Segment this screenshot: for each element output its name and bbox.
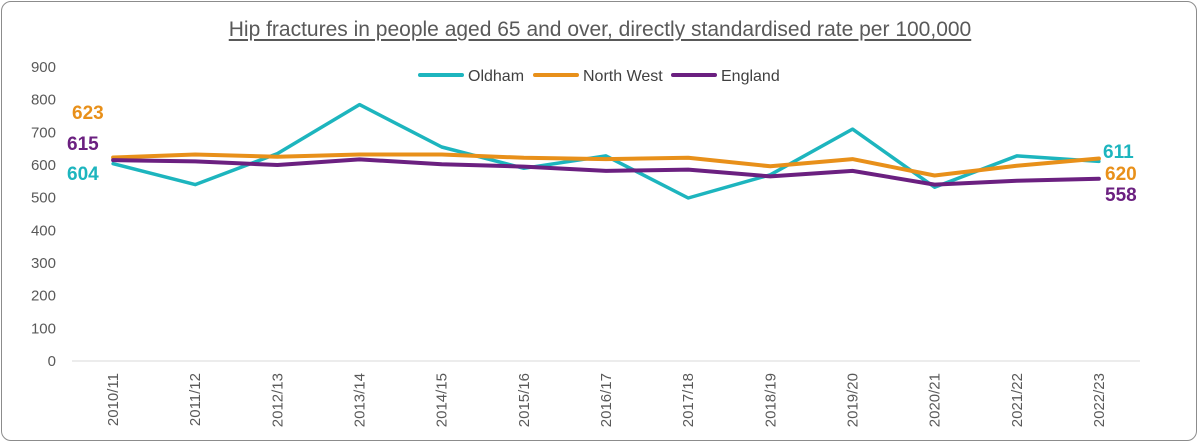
legend-label-england: England [721,68,780,85]
legend-label-north-west: North West [583,68,663,85]
x-tick-label: 2022/23 [1091,373,1108,427]
x-tick-label: 2013/14 [352,373,369,427]
x-tick-label: 2020/21 [927,373,944,427]
series-end-labels: 604 611 623 620 615 558 [67,103,1137,206]
x-tick-label: 2010/11 [105,373,122,426]
y-tick-label: 600 [31,157,56,174]
end-label-north-west: 620 [1105,164,1137,185]
y-tick-label: 0 [48,353,56,370]
series-lines [111,102,1101,200]
x-tick-label: 2015/16 [516,373,533,427]
y-axis: 0 100 200 300 400 500 600 700 800 900 [31,59,56,370]
chart-title: Hip fractures in people aged 65 and over… [228,18,972,41]
y-tick-label: 700 [31,124,56,141]
x-tick-label: 2019/20 [844,373,861,427]
x-tick-label: 2017/18 [680,373,697,427]
x-tick-label: 2016/17 [598,373,615,427]
legend: Oldham North West England [418,68,780,85]
x-tick-label: 2014/15 [434,373,451,427]
x-tick-label: 2021/22 [1009,373,1026,427]
y-tick-label: 900 [31,59,56,76]
y-tick-label: 100 [31,320,56,337]
y-tick-label: 800 [31,92,56,109]
x-axis: 2010/11 2011/12 2012/13 2013/14 2014/15 2015/… [72,360,1140,427]
series-line-north-west [111,152,1101,178]
series-line-england [111,157,1101,187]
y-tick-label: 400 [31,222,56,239]
y-tick-label: 300 [31,255,56,272]
legend-label-oldham: Oldham [468,68,524,85]
y-tick-label: 500 [31,190,56,207]
start-label-england: 615 [67,134,99,155]
series-line-oldham [111,102,1101,200]
x-tick-label: 2018/19 [762,373,779,427]
end-label-oldham: 611 [1103,142,1134,163]
x-tick-label: 2012/13 [269,373,286,427]
end-label-england: 558 [1105,185,1137,206]
start-label-north-west: 623 [72,103,104,124]
y-tick-label: 200 [31,288,56,305]
start-label-oldham: 604 [67,164,99,185]
x-tick-label: 2011/12 [187,373,204,426]
